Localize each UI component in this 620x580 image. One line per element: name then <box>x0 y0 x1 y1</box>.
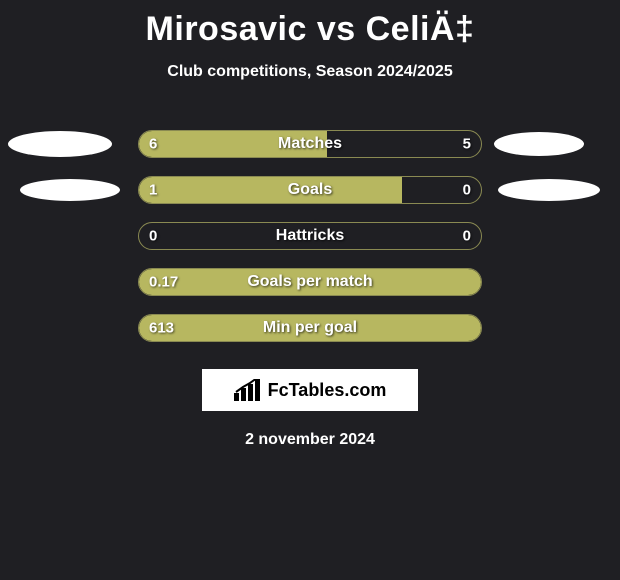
left-value: 0 <box>149 228 157 245</box>
comparison-chart: 6 Matches 5 1 Goals 0 0 Hattricks 0 0.17… <box>0 121 620 351</box>
right-ellipse <box>494 132 584 156</box>
left-ellipse <box>8 131 112 157</box>
stat-row: 6 Matches 5 <box>0 121 620 167</box>
bar-chart-icon <box>234 379 262 401</box>
stat-row: 0 Hattricks 0 <box>0 213 620 259</box>
page-title: Mirosavic vs CeliÄ‡ <box>0 0 620 49</box>
right-ellipse <box>498 179 600 201</box>
left-value: 6 <box>149 136 157 153</box>
right-value: 0 <box>463 182 471 199</box>
bar-fill <box>139 177 402 203</box>
bar-track: 613 Min per goal <box>138 314 482 342</box>
left-value: 613 <box>149 320 174 337</box>
stat-label: Matches <box>278 135 342 153</box>
bar-track: 0 Hattricks 0 <box>138 222 482 250</box>
right-value: 0 <box>463 228 471 245</box>
bar-track: 6 Matches 5 <box>138 130 482 158</box>
right-value: 5 <box>463 136 471 153</box>
bar-track: 0.17 Goals per match <box>138 268 482 296</box>
stat-label: Goals per match <box>247 273 372 291</box>
stat-label: Goals <box>288 181 332 199</box>
bar-track: 1 Goals 0 <box>138 176 482 204</box>
brand-badge: FcTables.com <box>202 369 418 411</box>
brand-text: FcTables.com <box>268 380 387 401</box>
date-text: 2 november 2024 <box>0 431 620 449</box>
left-ellipse <box>20 179 120 201</box>
stat-label: Hattricks <box>276 227 344 245</box>
stat-row: 613 Min per goal <box>0 305 620 351</box>
left-value: 1 <box>149 182 157 199</box>
stat-row: 0.17 Goals per match <box>0 259 620 305</box>
stat-row: 1 Goals 0 <box>0 167 620 213</box>
page-subtitle: Club competitions, Season 2024/2025 <box>0 63 620 81</box>
left-value: 0.17 <box>149 274 178 291</box>
stat-label: Min per goal <box>263 319 357 337</box>
